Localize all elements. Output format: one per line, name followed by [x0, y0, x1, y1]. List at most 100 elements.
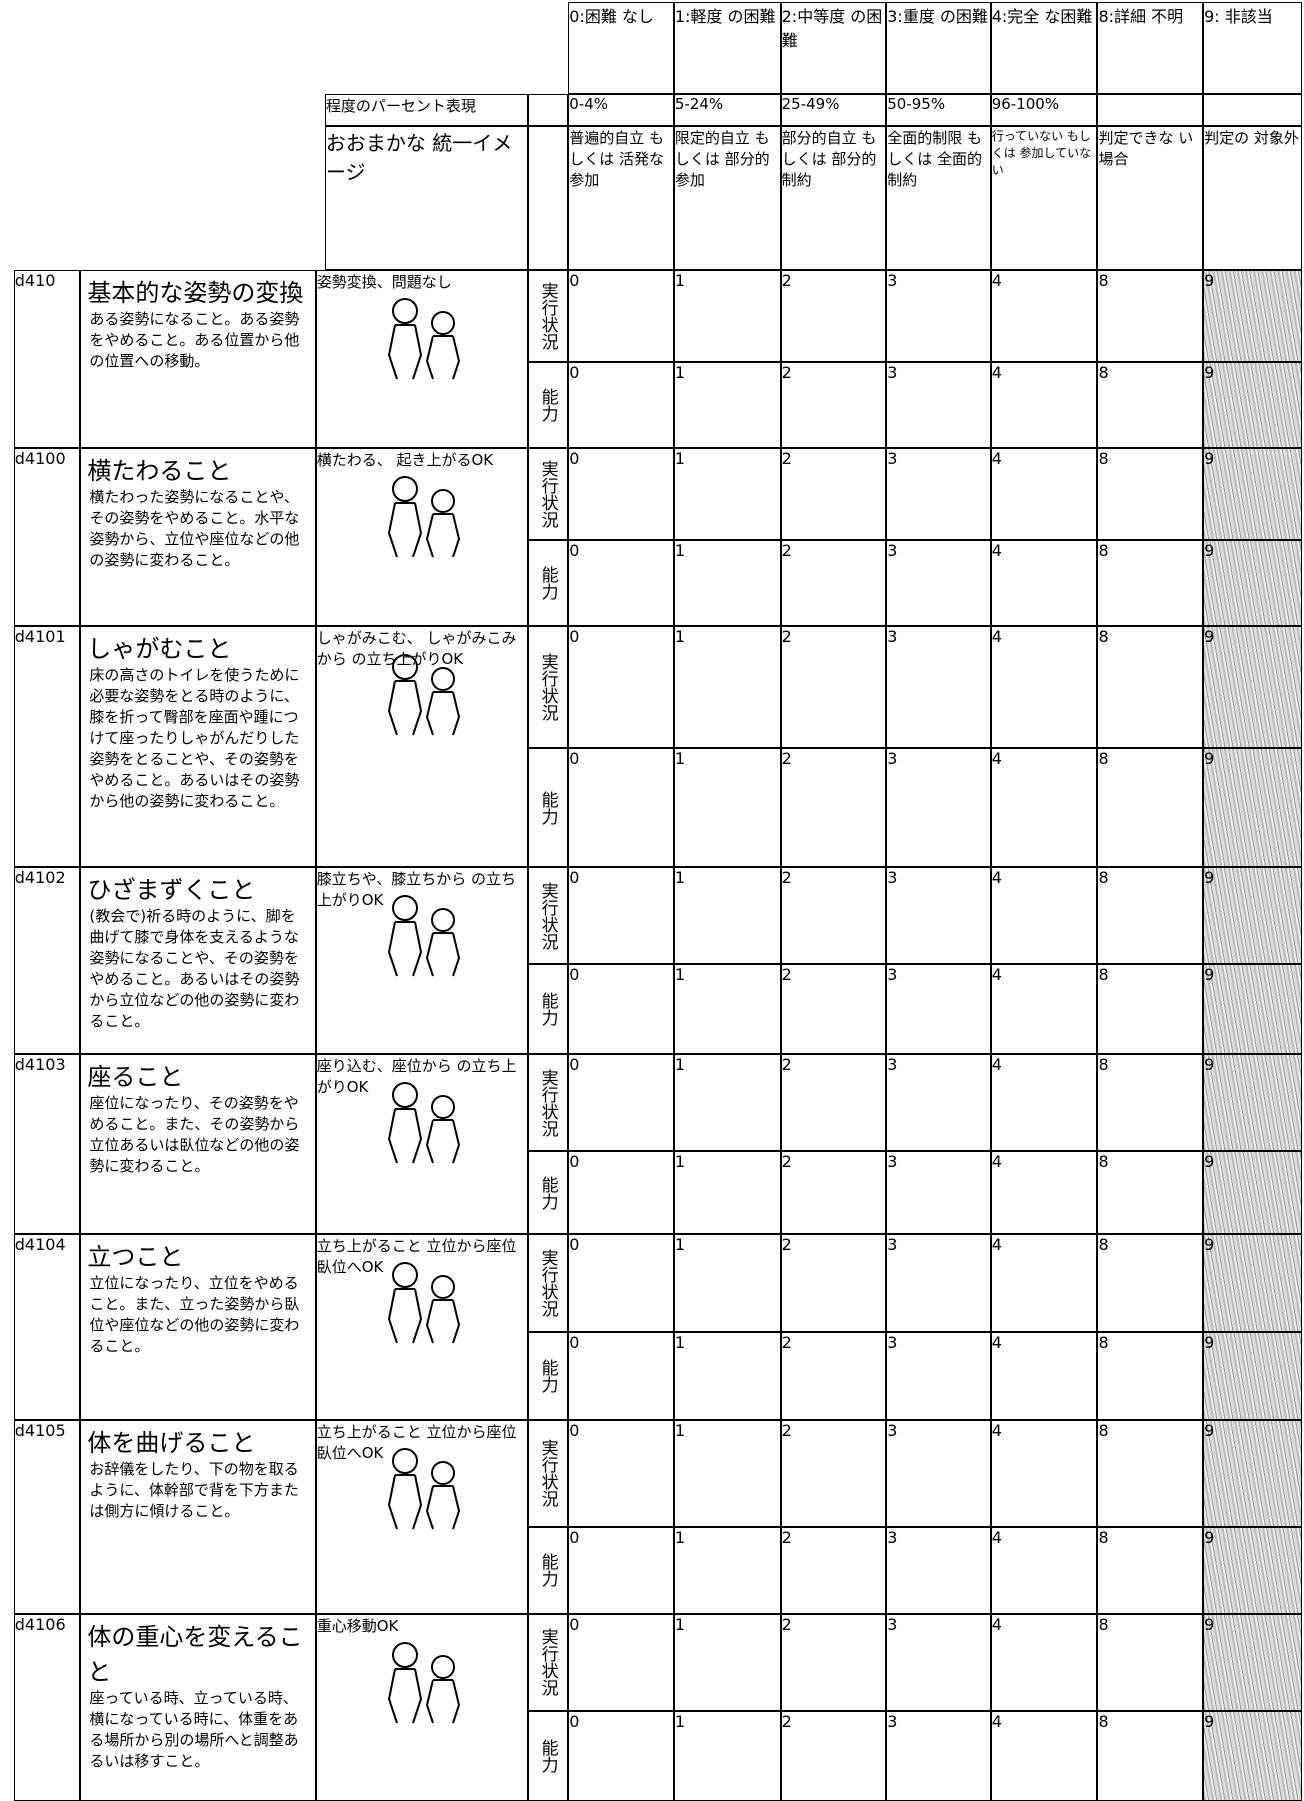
score-cell: 2 — [780, 625, 887, 749]
score-cell: 3 — [886, 625, 991, 749]
image-caption: 立ち上がること 立位から座位 臥位へOK — [316, 1423, 517, 1463]
title-cell: しゃがむこと 床の高さのトイレを使うために必要な姿勢をとる時のように、膝を折って臀… — [80, 625, 316, 867]
score-cell: 4 — [990, 1420, 1098, 1527]
percent-cell: 0-4% — [568, 94, 674, 127]
code-cell: d4102 — [13, 866, 81, 1054]
score: 8 — [1098, 1332, 1109, 1352]
score-cell: 1 — [673, 361, 781, 448]
level-description: 普遍的自立 もしくは 活発な参加 — [569, 129, 665, 190]
score: 1 — [674, 1615, 686, 1635]
score: 9 — [1204, 965, 1215, 985]
row-label: 能力 — [537, 565, 558, 600]
row-label-cell: 実行状況 — [528, 1420, 569, 1527]
score: 1 — [674, 1152, 686, 1172]
score: 4 — [991, 1615, 1002, 1635]
score-cell: 8 — [1097, 1420, 1204, 1527]
score-cell: 1 — [673, 964, 781, 1054]
item-description: 立位になったり、立位をやめること。また、立った姿勢から臥位や座位などの他の姿勢に… — [89, 1274, 300, 1356]
score: 9 — [1204, 362, 1215, 382]
score: 1 — [674, 362, 686, 382]
item-code: d4103 — [14, 1054, 66, 1074]
item-code: d4102 — [14, 867, 66, 887]
item-title: しゃがむこと — [87, 634, 232, 663]
score-cell: 9 — [1203, 866, 1302, 965]
level-header: 8:詳細 不明 — [1097, 2, 1204, 95]
score: 1 — [674, 1332, 686, 1352]
row-label-cell: 能力 — [528, 361, 569, 448]
score-cell: 0 — [568, 447, 674, 540]
illustration — [387, 297, 460, 380]
item-description: (教会で)祈る時のように、脚を曲げて膝で身体を支えるような姿勢になることや、その… — [89, 906, 300, 1030]
score-cell: 8 — [1097, 1151, 1204, 1235]
row-label-cell: 能力 — [528, 1526, 569, 1615]
score-cell: 2 — [780, 1151, 887, 1235]
score: 2 — [781, 1054, 792, 1074]
code-cell: d410 — [13, 269, 81, 448]
image-cell: 姿勢変換、問題なし — [315, 269, 529, 448]
illustration — [387, 653, 460, 735]
score-cell: 2 — [780, 1053, 887, 1152]
image-caption: 座り込む、座位から の立ち上がりOK — [316, 1056, 517, 1096]
score: 3 — [887, 1152, 898, 1172]
image-caption: 姿勢変換、問題なし — [316, 272, 452, 291]
score-cell: 4 — [990, 1331, 1098, 1421]
image-cell: しゃがみこむ、 しゃがみこみから の立ち上がりOK — [315, 625, 529, 867]
row-label-cell: 実行状況 — [528, 1614, 569, 1711]
item-title: 体を曲げること — [87, 1429, 256, 1458]
image-caption: 横たわる、 起き上がるOK — [316, 450, 494, 469]
row-label-cell: 能力 — [528, 964, 569, 1054]
title-cell: 座ること 座位になったり、その姿勢をやめること。また、その姿勢から立位あるいは臥位… — [80, 1053, 316, 1235]
score: 0 — [569, 1615, 580, 1635]
score-cell: 1 — [673, 269, 781, 362]
row-label: 能力 — [537, 992, 558, 1027]
score: 8 — [1098, 448, 1109, 468]
empty-cell — [528, 126, 569, 270]
item-description: 床の高さのトイレを使うために必要な姿勢をとる時のように、膝を折って臀部を座面や踵… — [89, 665, 300, 810]
percent: 25-49% — [781, 95, 840, 114]
score: 2 — [781, 540, 792, 560]
title-cell: 体の重心を変えること 座っている時、立っている時、横になっている時に、体重をある場… — [80, 1614, 316, 1801]
score: 8 — [1098, 965, 1109, 985]
percent-label: 程度のパーセント表現 — [325, 97, 476, 116]
score: 1 — [674, 270, 686, 290]
score-cell: 2 — [780, 866, 887, 965]
score: 8 — [1098, 270, 1109, 290]
percent-cell: 5-24% — [673, 94, 781, 127]
score-cell: 4 — [990, 1710, 1098, 1801]
score-cell: 9 — [1203, 447, 1302, 540]
score: 1 — [674, 1421, 686, 1441]
score-cell: 4 — [990, 447, 1098, 540]
score: 2 — [781, 1235, 792, 1255]
score: 4 — [991, 448, 1002, 468]
row-label-cell: 実行状況 — [528, 1053, 569, 1152]
score-cell: 0 — [568, 1234, 674, 1332]
illustration — [387, 894, 460, 977]
score-cell: 8 — [1097, 361, 1204, 448]
item-title: 体の重心を変えること — [87, 1623, 303, 1687]
score-cell: 2 — [780, 964, 887, 1054]
score-cell: 9 — [1203, 1420, 1302, 1527]
score-cell: 8 — [1097, 748, 1204, 867]
score-cell: 2 — [780, 539, 887, 626]
score-cell: 4 — [990, 1151, 1098, 1235]
score-cell: 4 — [990, 866, 1098, 965]
row-label: 能力 — [537, 1358, 558, 1393]
code-cell: d4106 — [13, 1614, 81, 1801]
score: 0 — [569, 1421, 580, 1441]
row-label-cell: 能力 — [528, 1710, 569, 1801]
score: 4 — [991, 1332, 1002, 1352]
score-cell: 3 — [886, 1526, 991, 1615]
score-cell: 2 — [780, 1420, 887, 1527]
row-label-cell: 実行状況 — [528, 447, 569, 540]
score: 4 — [991, 270, 1002, 290]
item-code: d4106 — [14, 1615, 66, 1635]
score: 2 — [781, 1421, 792, 1441]
score-cell: 2 — [780, 1526, 887, 1615]
score: 3 — [887, 1235, 898, 1255]
score-cell: 0 — [568, 1053, 674, 1152]
description-cell: 判定の 対象外 — [1203, 126, 1302, 270]
score: 2 — [781, 1152, 792, 1172]
code-cell: d4104 — [13, 1234, 81, 1421]
score: 1 — [674, 626, 686, 646]
score: 9 — [1204, 1527, 1215, 1547]
